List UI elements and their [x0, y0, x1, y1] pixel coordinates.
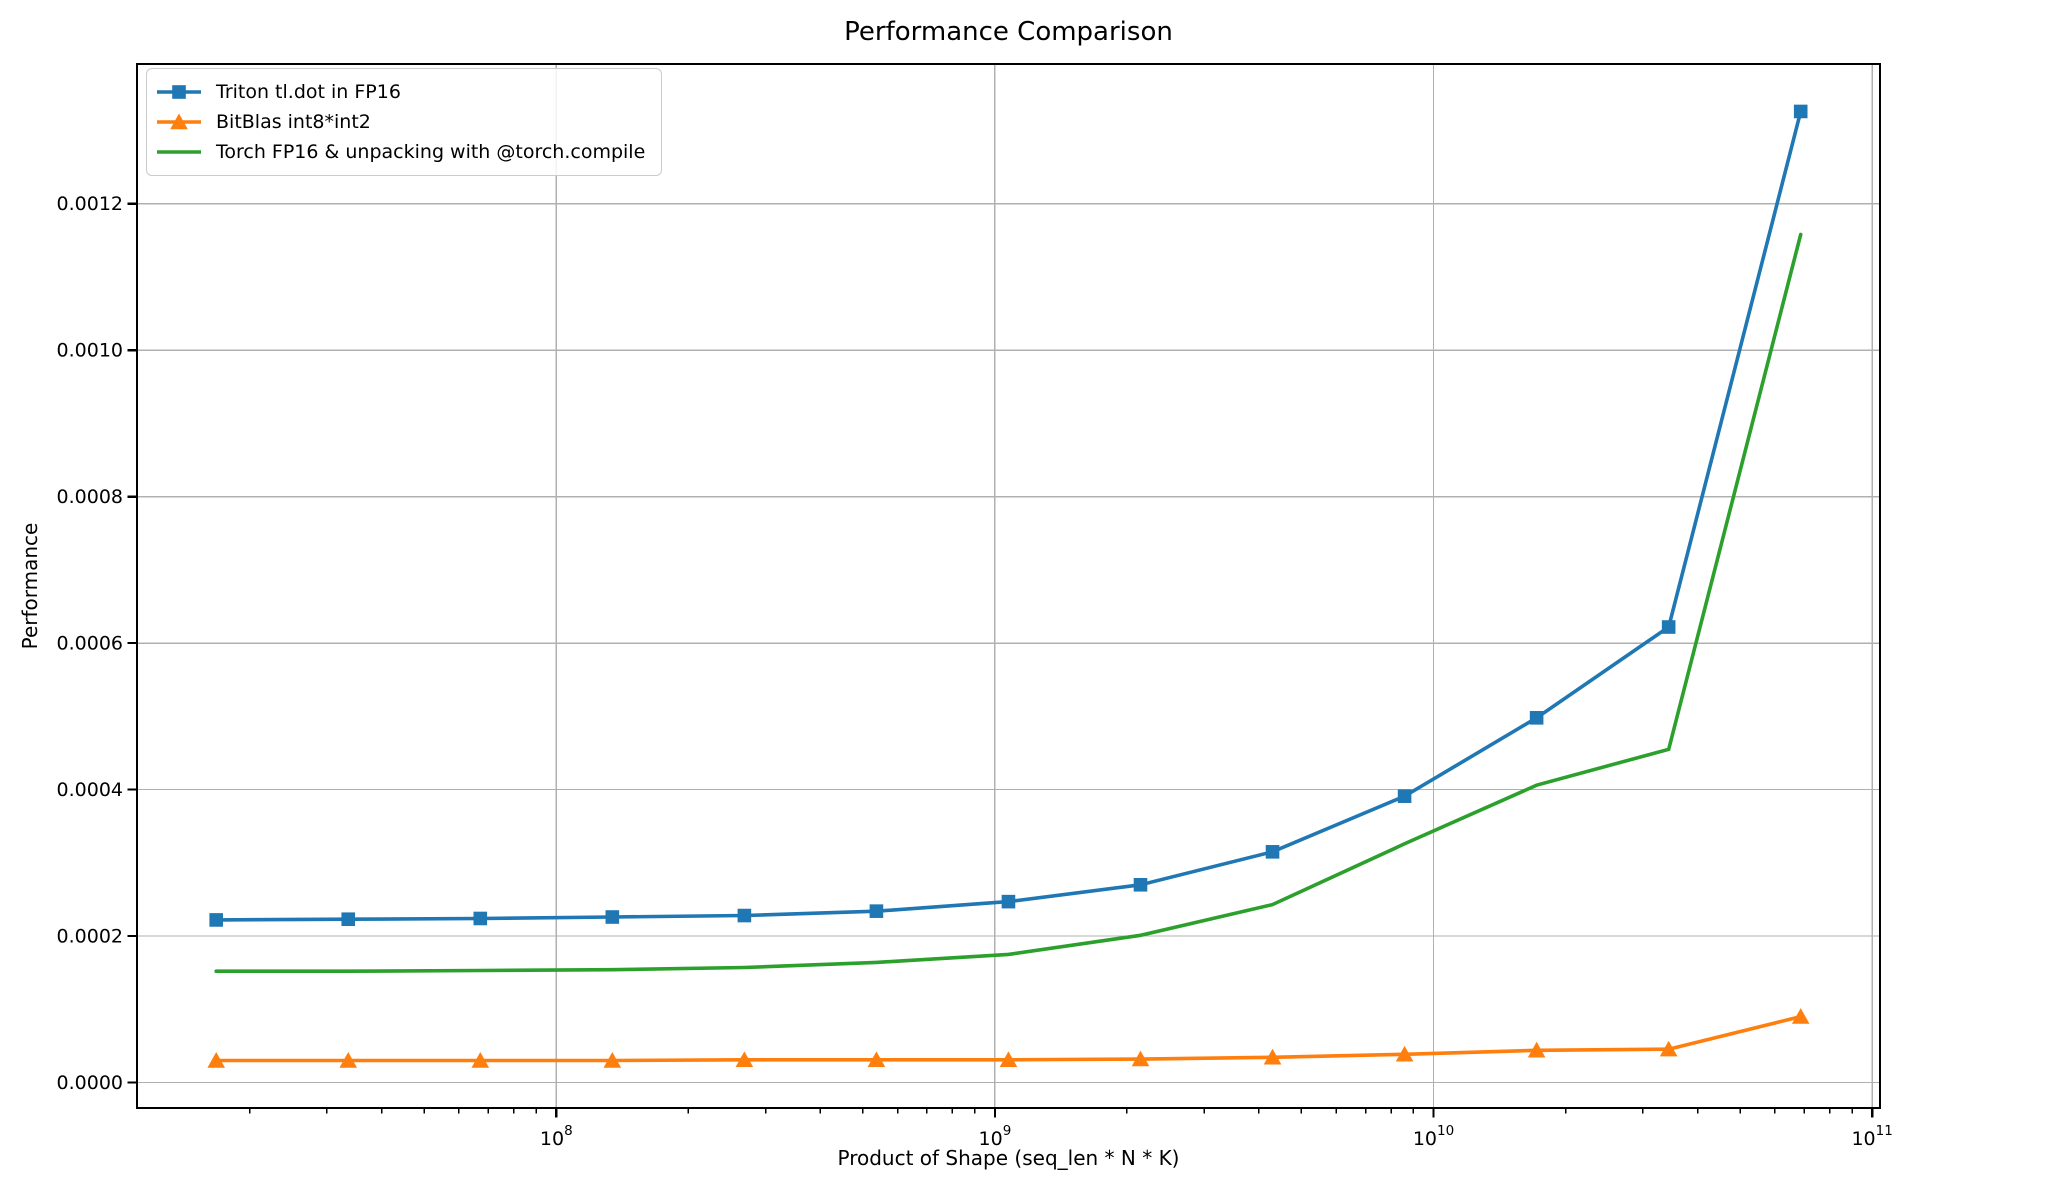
- data-point-marker-square: [1793, 104, 1808, 119]
- series-line-triton-tl-dot-in-fp16: [214, 109, 1803, 922]
- data-point-marker-triangle: [603, 1052, 622, 1068]
- legend-item: BitBlas int8*int2: [156, 107, 645, 137]
- data-point-marker-triangle: [867, 1051, 886, 1068]
- data-point-marker-triangle: [1131, 1050, 1150, 1067]
- y-tick-label: 0.0008: [57, 486, 123, 508]
- data-point-marker-square: [1133, 877, 1148, 892]
- data-point-marker-triangle: [471, 1052, 490, 1068]
- legend-triangle-up-swatch-icon: [157, 113, 201, 130]
- data-point-marker-triangle: [1659, 1040, 1678, 1057]
- y-tick-label: 0.0010: [57, 340, 123, 362]
- data-point-marker-triangle: [999, 1051, 1018, 1068]
- data-point-marker-square: [869, 904, 884, 918]
- data-point-marker-triangle: [1527, 1041, 1546, 1058]
- y-tick-label: 0.0000: [57, 1072, 123, 1094]
- x-axis-label: Product of Shape (seq_len * N * K): [837, 1146, 1180, 1170]
- data-point-marker-triangle: [1263, 1048, 1282, 1065]
- x-tick-label: 1011: [1851, 1123, 1892, 1150]
- legend-square-swatch-icon: [157, 85, 201, 99]
- legend-item-label: BitBlas int8*int2: [216, 111, 371, 133]
- x-tick-label: 108: [540, 1123, 573, 1150]
- data-point-marker-triangle: [1395, 1045, 1414, 1062]
- data-point-marker-triangle: [339, 1052, 358, 1068]
- data-point-marker-triangle: [207, 1052, 226, 1068]
- data-point-marker-square: [1529, 711, 1544, 725]
- data-point-marker-square: [341, 912, 356, 927]
- data-point-marker-square: [209, 913, 224, 927]
- data-point-marker-triangle: [1791, 1008, 1810, 1024]
- y-tick-label: 0.0006: [57, 633, 123, 655]
- plot-spines: [135, 62, 1882, 1110]
- data-point-marker-square: [1001, 894, 1016, 909]
- data-point-marker-square: [1265, 845, 1280, 859]
- x-tick-label: 1010: [1413, 1123, 1454, 1150]
- data-point-marker-square: [473, 911, 488, 926]
- series-line-torch-fp16-unpacking-with-torch-compile: [214, 232, 1803, 974]
- legend: Triton tl.dot in FP16 BitBlas int8*int2 To…: [146, 68, 663, 176]
- legend-item: Torch FP16 & unpacking with @torch.compi…: [156, 137, 645, 167]
- data-point-marker-square: [1397, 789, 1412, 803]
- data-point-marker-square: [737, 908, 752, 923]
- data-point-marker-triangle: [735, 1051, 754, 1068]
- legend-item: Triton tl.dot in FP16: [156, 77, 645, 107]
- y-tick-label: 0.0012: [57, 193, 123, 215]
- x-tick-label: 109: [979, 1123, 1012, 1150]
- chart-title: Performance Comparison: [844, 17, 1173, 47]
- data-point-marker-square: [605, 910, 620, 924]
- legend-item-label: Torch FP16 & unpacking with @torch.compi…: [216, 141, 646, 163]
- legend-line-swatch-icon: [157, 150, 201, 154]
- data-point-marker-square: [1661, 620, 1676, 634]
- y-axis-label: Performance: [18, 522, 42, 650]
- y-tick-label: 0.0004: [57, 779, 123, 801]
- y-tick-label: 0.0002: [57, 926, 123, 948]
- legend-item-label: Triton tl.dot in FP16: [216, 81, 401, 103]
